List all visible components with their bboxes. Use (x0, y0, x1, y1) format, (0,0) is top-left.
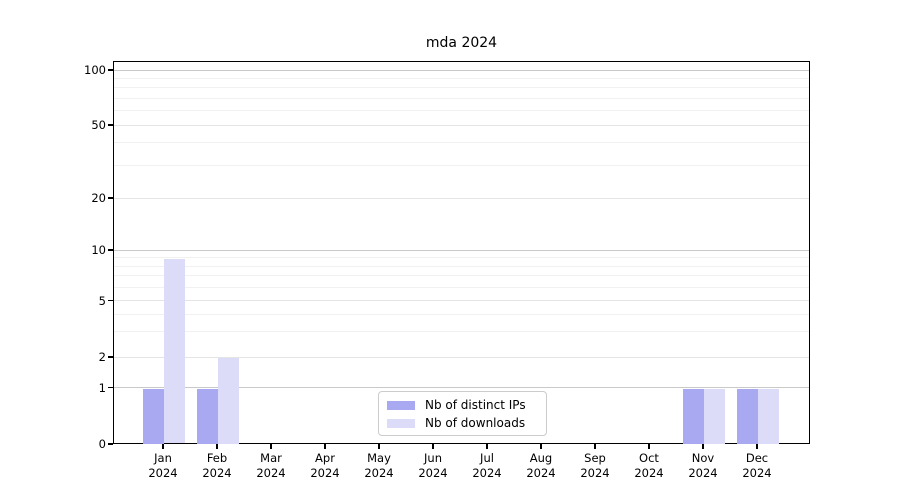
x-axis-tick (540, 444, 542, 449)
y-axis-tick (108, 299, 113, 302)
bar-distinct-ips-dec (737, 388, 758, 444)
grid-line-20 (114, 197, 809, 199)
y-axis-tick (108, 249, 113, 251)
grid-line-minor (114, 87, 809, 89)
y-axis-tick (108, 69, 113, 71)
y-axis-tick-label: 10 (91, 243, 106, 257)
y-axis-tick-label: 0 (98, 437, 106, 451)
x-axis-tick (486, 444, 488, 449)
bar-distinct-ips-nov (683, 388, 704, 444)
x-axis-tick-label: May 2024 (364, 451, 394, 480)
legend-swatch-distinct-ips (387, 400, 415, 410)
grid-line-50 (114, 124, 809, 126)
grid-line-minor (114, 110, 809, 112)
x-axis-tick (270, 444, 272, 449)
grid-line-100 (114, 69, 809, 71)
x-axis-tick (216, 444, 218, 449)
legend: Nb of distinct IPs Nb of downloads (378, 391, 547, 436)
x-axis-tick (756, 444, 758, 449)
legend-item-distinct-ips: Nb of distinct IPs (387, 397, 538, 413)
x-axis-tick-label: Apr 2024 (310, 451, 340, 480)
x-axis-tick-label: Sep 2024 (580, 451, 610, 480)
x-axis-tick-label: Jan 2024 (148, 451, 178, 480)
x-axis-tick (324, 444, 326, 449)
y-axis-tick (108, 443, 113, 445)
x-axis-tick-label: Jun 2024 (418, 451, 448, 480)
x-axis-tick-label: Dec 2024 (742, 451, 772, 480)
x-axis-tick (702, 444, 704, 449)
x-axis-tick-label: Oct 2024 (634, 451, 664, 480)
bar-downloads-dec (758, 388, 779, 444)
legend-item-downloads: Nb of downloads (387, 415, 538, 431)
x-axis-tick-label: Jul 2024 (472, 451, 502, 480)
x-axis-tick-label: Mar 2024 (256, 451, 286, 480)
y-axis-tick (108, 356, 113, 358)
grid-line-minor (114, 142, 809, 144)
grid-line-minor (114, 257, 809, 259)
y-axis-tick-label: 20 (91, 191, 106, 205)
grid-line-2 (114, 356, 809, 358)
y-axis-tick (108, 197, 113, 199)
grid-line-5 (114, 300, 809, 301)
bar-downloads-jan (164, 258, 185, 444)
plot-area (113, 61, 810, 444)
x-axis-tick (162, 444, 164, 449)
x-axis-tick (378, 444, 380, 449)
y-axis-tick-label: 5 (98, 293, 106, 308)
grid-line-minor (114, 165, 809, 167)
y-axis-tick-label: 1 (98, 380, 106, 395)
y-axis-tick-label: 100 (84, 63, 106, 77)
legend-swatch-downloads (387, 418, 415, 428)
y-axis-tick (108, 124, 113, 126)
grid-line-minor (114, 313, 809, 315)
grid-line-1 (114, 387, 809, 388)
grid-line-minor (114, 77, 809, 79)
x-axis-tick-label: Feb 2024 (202, 451, 232, 480)
grid-line-minor (114, 275, 809, 277)
legend-label-downloads: Nb of downloads (425, 416, 526, 430)
grid-line-minor (114, 331, 809, 333)
bar-downloads-feb (218, 358, 239, 444)
legend-label-distinct-ips: Nb of distinct IPs (425, 398, 526, 412)
y-axis-tick-label: 2 (98, 350, 106, 364)
chart-title: mda 2024 (425, 35, 498, 51)
bar-downloads-nov (704, 388, 725, 444)
bar-distinct-ips-feb (197, 388, 218, 444)
grid-line-minor (114, 286, 809, 288)
grid-line-minor (114, 265, 809, 267)
y-axis-tick-label: 50 (91, 118, 106, 132)
x-axis-tick-label: Aug 2024 (526, 451, 556, 480)
bar-distinct-ips-jan (143, 388, 164, 444)
x-axis-tick (648, 444, 650, 449)
grid-line-10 (114, 249, 809, 251)
x-axis-tick-label: Nov 2024 (688, 451, 718, 480)
x-axis-tick (432, 444, 434, 449)
y-axis-tick (108, 386, 113, 389)
grid-line-minor (114, 97, 809, 99)
x-axis-tick (594, 444, 596, 449)
